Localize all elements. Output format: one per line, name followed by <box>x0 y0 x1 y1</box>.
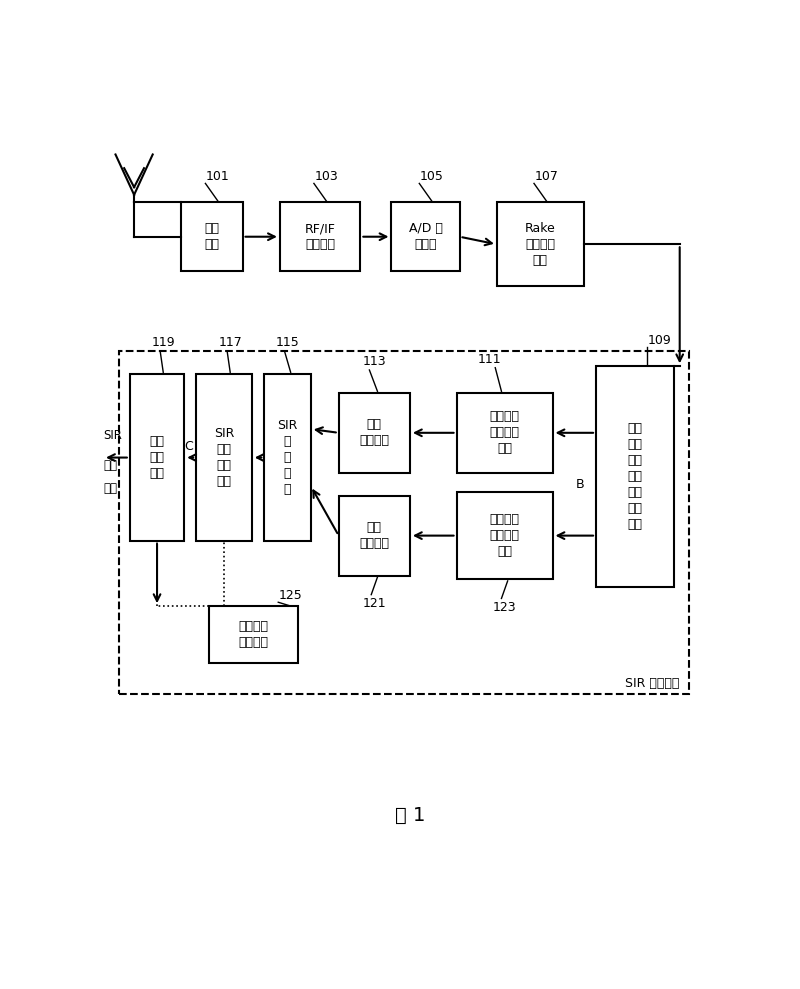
Text: 117: 117 <box>218 335 242 349</box>
Text: 图 1: 图 1 <box>395 806 425 825</box>
Text: 统计
处理
单元: 统计 处理 单元 <box>150 435 165 480</box>
Text: 信号
滤波单元: 信号 滤波单元 <box>359 418 390 447</box>
Text: 专用
控制
信道
导频
信息
提取
单元: 专用 控制 信道 导频 信息 提取 单元 <box>627 422 642 531</box>
Text: 123: 123 <box>493 600 516 614</box>
Text: 115: 115 <box>276 335 299 349</box>
Text: 射频
前端: 射频 前端 <box>204 223 219 251</box>
Bar <box>130 374 184 541</box>
Text: 113: 113 <box>362 355 386 368</box>
Bar <box>596 366 674 587</box>
Text: B: B <box>576 478 585 491</box>
Bar <box>264 374 310 541</box>
Bar <box>118 351 689 693</box>
Text: 111: 111 <box>478 353 501 366</box>
Text: 测量: 测量 <box>103 459 117 472</box>
Text: A/D 转
换单元: A/D 转 换单元 <box>409 223 442 251</box>
Text: SIR
测量
修正
单元: SIR 测量 修正 单元 <box>214 427 234 488</box>
Text: 125: 125 <box>278 589 302 602</box>
Bar <box>209 606 298 664</box>
Text: 101: 101 <box>206 170 230 183</box>
Bar <box>338 495 410 576</box>
Text: 期望信号
功率检测
单元: 期望信号 功率检测 单元 <box>490 410 519 455</box>
Bar <box>280 203 360 271</box>
Text: 干扰信号
功率检测
单元: 干扰信号 功率检测 单元 <box>490 513 519 558</box>
Bar <box>181 203 242 271</box>
Text: SIR
导
出
单
元: SIR 导 出 单 元 <box>278 419 298 496</box>
Bar <box>391 203 459 271</box>
Text: 103: 103 <box>314 170 338 183</box>
Text: 119: 119 <box>151 335 175 349</box>
Bar <box>457 393 553 473</box>
Text: 109: 109 <box>648 334 671 347</box>
Text: 107: 107 <box>534 170 558 183</box>
Bar <box>497 203 584 286</box>
Text: SIR: SIR <box>103 429 122 442</box>
Text: 测量周期
定时单元: 测量周期 定时单元 <box>238 620 269 649</box>
Bar <box>338 393 410 473</box>
Bar <box>196 374 252 541</box>
Text: 121: 121 <box>362 597 386 610</box>
Text: 干扰
滤波单元: 干扰 滤波单元 <box>359 521 390 550</box>
Text: 105: 105 <box>420 170 444 183</box>
Text: SIR 测量单元: SIR 测量单元 <box>626 676 680 690</box>
Text: RF/IF
转换单元: RF/IF 转换单元 <box>305 223 335 251</box>
Bar <box>457 492 553 580</box>
Text: 输出: 输出 <box>103 482 117 494</box>
Text: Rake
接收处理
单元: Rake 接收处理 单元 <box>525 222 555 267</box>
Text: C: C <box>184 440 193 453</box>
